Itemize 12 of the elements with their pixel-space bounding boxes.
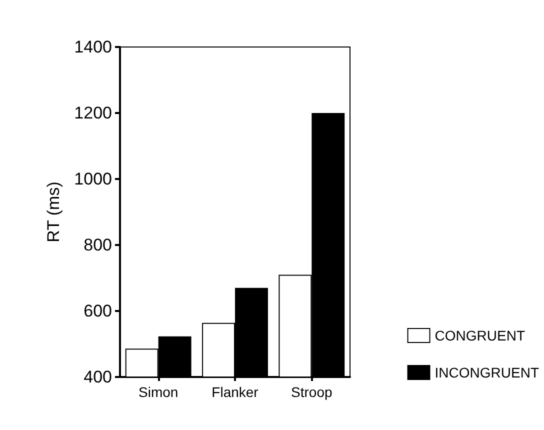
y-tick-label: 1000 bbox=[74, 170, 112, 188]
legend-label: INCONGRUENT bbox=[434, 364, 540, 380]
y-tick-label: 400 bbox=[84, 368, 112, 386]
y-tick-label: 1400 bbox=[74, 38, 112, 56]
y-tick-label: 800 bbox=[84, 236, 112, 254]
x-tick-label: Simon bbox=[138, 384, 178, 400]
y-tick-label: 1200 bbox=[74, 104, 112, 122]
x-tick-label: Stroop bbox=[291, 384, 333, 400]
y-axis-title: RT (ms) bbox=[44, 182, 63, 242]
legend-label: CONGRUENT bbox=[434, 328, 526, 344]
y-tick-label: 600 bbox=[84, 302, 112, 320]
x-tick-label: Flanker bbox=[212, 384, 259, 400]
